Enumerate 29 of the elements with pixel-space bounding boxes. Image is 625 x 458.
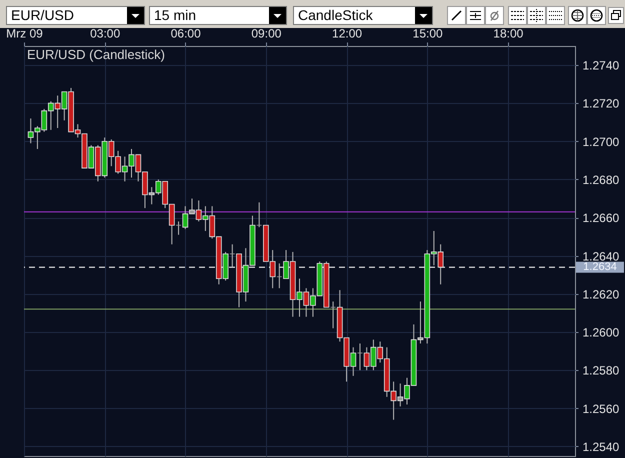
y-tick-label: 1.2620: [582, 287, 620, 302]
x-tick-label: 09:00: [251, 26, 282, 40]
candlestick: [229, 244, 236, 268]
y-tick-label: 1.2740: [582, 58, 620, 73]
currency-pair-dropdown: EUR/USD: [6, 6, 145, 25]
candlestick: [330, 301, 336, 329]
x-tick-label: 18:00: [493, 26, 524, 40]
timeframe-dropdown: 15 min: [149, 6, 287, 25]
y-tick-label: 1.2720: [582, 96, 620, 111]
candlestick: [276, 262, 282, 289]
y-tick-label: 1.2560: [582, 402, 620, 416]
candlestick: [357, 342, 363, 371]
chart-title: EUR/USD (Candlestick): [27, 47, 165, 62]
candlestick: [176, 220, 182, 236]
y-tick-label: 1.2600: [582, 326, 620, 340]
x-tick-label: Mrz 09: [6, 26, 44, 40]
y-tick-label: 1.2660: [582, 211, 620, 226]
x-tick-label: 15:00: [412, 26, 444, 40]
y-tick-label: 1.2580: [582, 364, 620, 378]
ref-line-label: 1.2634: [583, 261, 617, 274]
candlestick: [256, 202, 262, 228]
chart-type-dropdown: CandleStick: [293, 6, 433, 25]
x-tick-label: 06:00: [170, 26, 202, 40]
x-tick-label: 12:00: [332, 26, 362, 40]
y-tick-label: 1.2640: [582, 249, 620, 264]
y-tick-label: 1.2540: [582, 440, 620, 454]
x-tick-label: 03:00: [90, 26, 120, 40]
y-tick-label: 1.2700: [582, 134, 620, 149]
y-tick-label: 1.2680: [582, 172, 620, 187]
